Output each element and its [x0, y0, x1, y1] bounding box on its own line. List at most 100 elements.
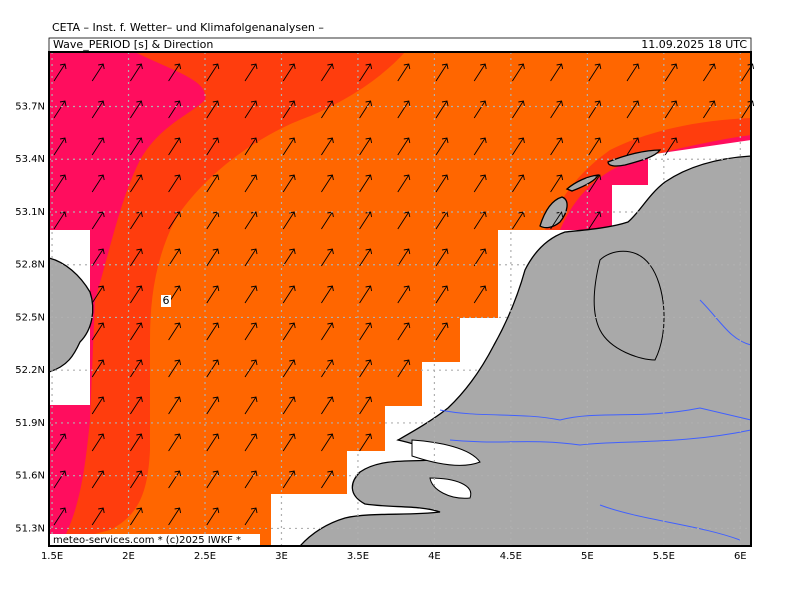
- arrow: [168, 433, 182, 452]
- arrow: [168, 100, 182, 119]
- land-netherlands: [298, 155, 752, 547]
- lat-tick-label: 51.6N: [15, 471, 45, 482]
- lon-tick-label: 4.5E: [500, 551, 522, 562]
- arrow: [397, 285, 411, 304]
- arrow: [397, 322, 411, 341]
- arrow: [53, 470, 67, 489]
- arrow: [53, 100, 67, 119]
- arrow: [130, 322, 143, 341]
- arrow: [473, 174, 487, 193]
- arrow: [473, 211, 487, 230]
- arrow: [91, 433, 105, 452]
- lon-tick-label: 6E: [734, 551, 747, 562]
- contour-label: 6: [163, 294, 170, 307]
- arrow: [359, 63, 373, 82]
- lat-tick-label: 51.9N: [15, 418, 45, 429]
- arrow: [168, 507, 182, 526]
- arrow: [282, 285, 296, 304]
- arrow: [321, 285, 334, 304]
- arrow: [321, 396, 334, 415]
- frame: [48, 51, 752, 547]
- arrow: [282, 174, 296, 193]
- lon-tick-label: 3.5E: [347, 551, 369, 562]
- arrow: [53, 137, 67, 156]
- lon-tick-label: 5E: [581, 551, 594, 562]
- arrow: [244, 174, 258, 193]
- arrow: [473, 100, 487, 119]
- arrow: [359, 174, 373, 193]
- arrow: [91, 137, 105, 156]
- arrow: [206, 63, 220, 82]
- graticule: [49, 52, 751, 546]
- lon-tick-label: 5.5E: [653, 551, 675, 562]
- arrow: [244, 470, 258, 489]
- arrow: [282, 470, 296, 489]
- arrow: [168, 470, 182, 489]
- arrow: [282, 248, 296, 267]
- arrow: [664, 100, 678, 119]
- arrow: [321, 433, 334, 452]
- arrow: [91, 100, 105, 119]
- valid-time: 11.09.2025 18 UTC: [641, 38, 747, 51]
- arrow: [435, 174, 449, 193]
- arrow: [397, 174, 411, 193]
- lon-tick-label: 3E: [275, 551, 288, 562]
- arrow: [359, 100, 373, 119]
- arrow: [130, 63, 143, 82]
- arrow: [550, 211, 564, 230]
- arrow: [435, 248, 449, 267]
- arrow: [626, 100, 640, 119]
- arrow: [130, 137, 143, 156]
- arrow: [703, 100, 716, 119]
- arrow: [588, 211, 602, 230]
- arrow: [282, 63, 296, 82]
- arrow: [244, 322, 258, 341]
- arrow: [282, 396, 296, 415]
- arrow: [359, 285, 373, 304]
- arrow: [512, 137, 525, 156]
- arrow: [473, 285, 487, 304]
- arrow: [91, 322, 105, 341]
- arrow: [550, 137, 564, 156]
- island-terschelling: [607, 149, 662, 167]
- arrow: [91, 359, 105, 378]
- arrow: [321, 322, 334, 341]
- river: [439, 407, 752, 421]
- land-england: [48, 257, 94, 373]
- arrow: [550, 100, 564, 119]
- arrow: [206, 507, 220, 526]
- credit-box: [50, 534, 260, 545]
- arrow: [244, 507, 258, 526]
- lat-tick-label: 51.3N: [15, 523, 45, 534]
- arrow: [703, 63, 716, 82]
- arrow: [53, 174, 67, 193]
- arrow: [397, 100, 411, 119]
- lon-tick-label: 2.5E: [194, 551, 216, 562]
- credit: meteo-services.com * (c)2025 IWKF *: [53, 535, 241, 546]
- arrow: [321, 63, 334, 82]
- arrow: [244, 63, 258, 82]
- arrow: [53, 507, 67, 526]
- arrow: [206, 137, 220, 156]
- arrow: [168, 248, 182, 267]
- arrow: [168, 174, 182, 193]
- arrow: [359, 248, 373, 267]
- arrow: [206, 359, 220, 378]
- arrow: [244, 359, 258, 378]
- arrow: [130, 359, 143, 378]
- arrow: [473, 248, 487, 267]
- arrow: [244, 285, 258, 304]
- river: [599, 504, 741, 541]
- arrow: [282, 359, 296, 378]
- lon-tick-label: 4E: [428, 551, 441, 562]
- arrow: [550, 174, 564, 193]
- arrow: [321, 359, 334, 378]
- arrow: [282, 211, 296, 230]
- lat-tick-label: 52.2N: [15, 365, 45, 376]
- arrow: [244, 137, 258, 156]
- arrow: [588, 137, 602, 156]
- arrow: [588, 100, 602, 119]
- arrow: [321, 100, 334, 119]
- lon-tick-label: 1.5E: [41, 551, 63, 562]
- arrow: [206, 285, 220, 304]
